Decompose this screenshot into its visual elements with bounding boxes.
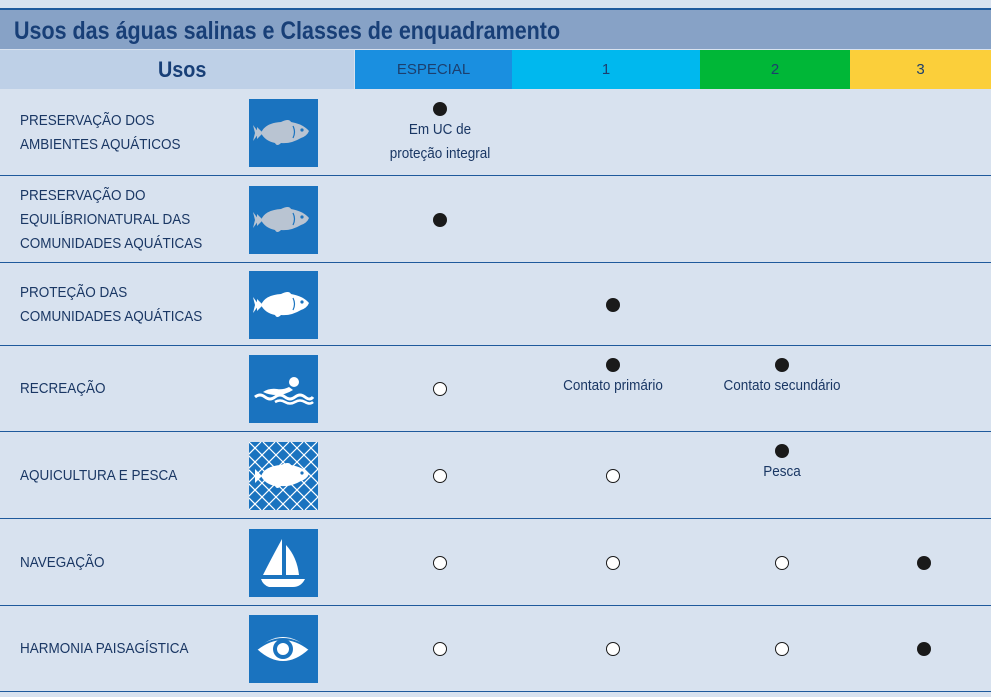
open-dot: [433, 382, 447, 396]
cell-note-line: Pesca: [763, 463, 801, 480]
fish-icon: [249, 99, 318, 167]
cell-note: Contato secundário: [723, 374, 840, 398]
row-label-line: NAVEGAÇÃO: [20, 554, 105, 571]
table-row: PROTEÇÃO DAS COMUNIDADES AQUÁTICAS: [0, 263, 991, 346]
table-row: NAVEGAÇÃO: [0, 519, 991, 606]
table-row: AQUICULTURA E PESCA Pesca: [0, 432, 991, 519]
table-row: RECREAÇÃO Contato primário Contato secundá…: [0, 346, 991, 432]
sailboat-icon: [249, 529, 318, 597]
filled-dot: [917, 642, 931, 656]
row-label-line: EQUILÍBRIONATURAL DAS: [20, 211, 191, 228]
cell-note-line: Contato primário: [563, 377, 663, 394]
row-label-line: PRESERVAÇÃO DOS: [20, 112, 155, 129]
row-label-line: AMBIENTES AQUÁTICOS: [20, 136, 181, 153]
row-label-line: RECREAÇÃO: [20, 380, 106, 397]
filled-dot: [775, 358, 789, 372]
row-label: AQUICULTURA E PESCA: [20, 464, 177, 488]
row-label-line: PRESERVAÇÃO DO: [20, 187, 146, 204]
filled-dot: [606, 298, 620, 312]
open-dot: [775, 642, 789, 656]
usos-column-header: Usos: [0, 50, 354, 89]
filled-dot: [917, 556, 931, 570]
open-dot: [606, 556, 620, 570]
class-header-3: 3: [850, 50, 991, 89]
row-label: NAVEGAÇÃO: [20, 551, 105, 575]
row-label-line: PROTEÇÃO DAS: [20, 284, 128, 301]
open-dot: [775, 556, 789, 570]
filled-dot: [775, 444, 789, 458]
table-row: HARMONIA PAISAGÍSTICA: [0, 606, 991, 692]
open-dot: [433, 469, 447, 483]
open-dot: [606, 469, 620, 483]
eye-icon: [249, 615, 318, 683]
filled-dot: [433, 102, 447, 116]
usos-header-label: Usos: [158, 56, 207, 82]
page-title: Usos das águas salinas e Classes de enqu…: [14, 17, 561, 45]
row-label: PRESERVAÇÃO DO EQUILÍBRIONATURAL DAS COMUN…: [20, 184, 202, 256]
row-label: HARMONIA PAISAGÍSTICA: [20, 637, 189, 661]
cell-note-line: Contato secundário: [723, 377, 841, 394]
row-label: PROTEÇÃO DAS COMUNIDADES AQUÁTICAS: [20, 281, 202, 329]
row-label-line: COMUNIDADES AQUÁTICAS: [20, 235, 203, 252]
row-label-line: AQUICULTURA E PESCA: [20, 467, 178, 484]
class-header-1: 1: [512, 50, 700, 89]
cell-note: Em UC de proteção integral: [390, 118, 491, 166]
fishing-net-icon: [249, 442, 318, 510]
row-label-line: COMUNIDADES AQUÁTICAS: [20, 308, 203, 325]
filled-dot: [433, 213, 447, 227]
swimmer-icon: [249, 355, 318, 423]
row-label: PRESERVAÇÃO DOS AMBIENTES AQUÁTICOS: [20, 109, 181, 157]
filled-dot: [606, 358, 620, 372]
table-row: PRESERVAÇÃO DOS AMBIENTES AQUÁTICOS Em UC …: [0, 90, 991, 176]
open-dot: [433, 642, 447, 656]
title-bar: Usos das águas salinas e Classes de enqu…: [0, 8, 991, 49]
class-header-2: 2: [700, 50, 850, 89]
cell-note: Contato primário: [563, 374, 663, 398]
cell-note-line: proteção integral: [389, 145, 491, 162]
row-label: RECREAÇÃO: [20, 377, 106, 401]
cell-note-line: Em UC de: [408, 121, 472, 138]
cell-note: Pesca: [763, 460, 801, 484]
fish-icon: [249, 186, 318, 254]
open-dot: [606, 642, 620, 656]
row-label-line: HARMONIA PAISAGÍSTICA: [20, 640, 189, 657]
class-header-especial: ESPECIAL: [355, 50, 512, 89]
fish-icon: [249, 271, 318, 339]
open-dot: [433, 556, 447, 570]
table-header: Usos ESPECIAL 1 2 3: [0, 50, 991, 89]
table-row: PRESERVAÇÃO DO EQUILÍBRIONATURAL DAS COMUN…: [0, 176, 991, 263]
